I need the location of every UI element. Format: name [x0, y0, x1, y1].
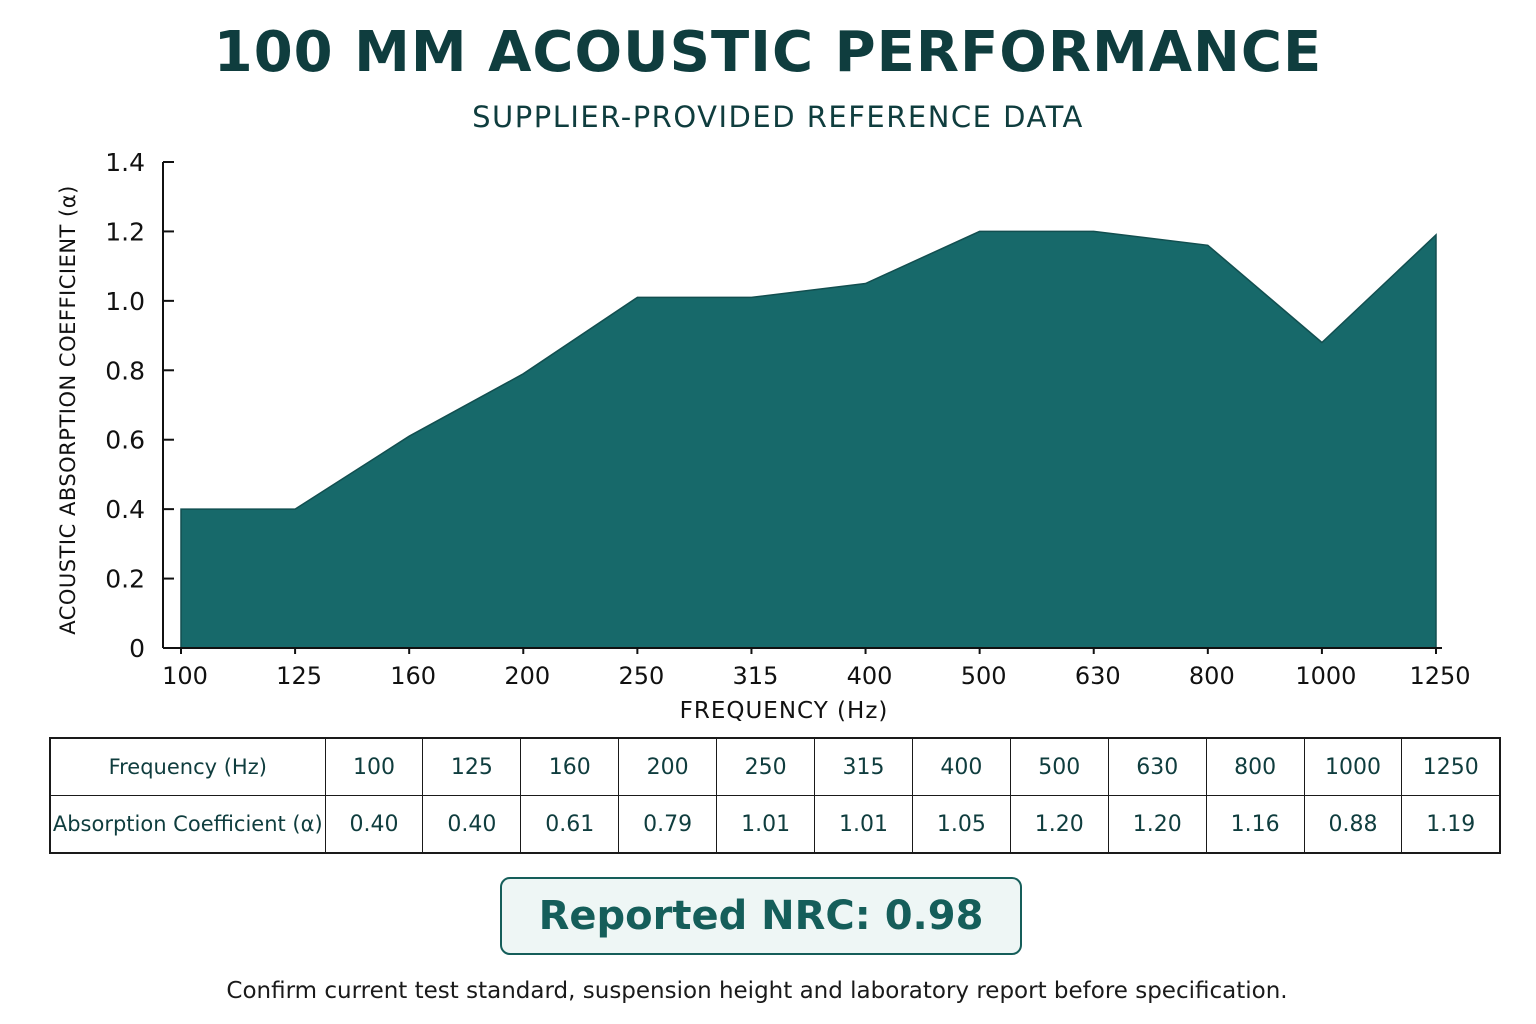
- table-cell-coefficient: 1.20: [1009, 795, 1109, 854]
- nrc-label: Reported NRC: 0.98: [538, 893, 984, 939]
- y-tick-label: 1.2: [105, 217, 145, 246]
- absorption-data-table: Frequency (Hz) 100 125 160 200 250 315 4…: [49, 737, 1501, 854]
- x-tick-label: 160: [390, 662, 436, 690]
- x-tick-label: 250: [618, 662, 664, 690]
- table-cell-frequency: 1250: [1401, 737, 1501, 796]
- table-cell-frequency: 100: [324, 737, 424, 796]
- table-cell-coefficient: 0.61: [520, 795, 620, 854]
- y-tick-label: 0: [129, 634, 145, 663]
- table-cell-frequency: 800: [1205, 737, 1305, 796]
- table-cell-coefficient: 1.01: [814, 795, 913, 854]
- nrc-badge: Reported NRC: 0.98: [500, 877, 1022, 955]
- table-cell-coefficient: 1.05: [911, 795, 1011, 854]
- x-tick-label: 200: [504, 662, 550, 690]
- x-tick-label: 125: [276, 662, 322, 690]
- chart-subtitle: SUPPLIER-PROVIDED REFERENCE DATA: [472, 100, 1084, 134]
- x-tick-label: 800: [1189, 662, 1235, 690]
- table-cell-coefficient: 1.20: [1107, 795, 1207, 854]
- y-tick-label: 1.0: [105, 287, 145, 316]
- table-cell-coefficient: 1.16: [1205, 795, 1305, 854]
- table-cell-coefficient: 0.88: [1303, 795, 1403, 854]
- table-cell-coefficient: 0.40: [422, 795, 522, 854]
- x-tick-label: 500: [961, 662, 1007, 690]
- table-cell-frequency: 630: [1107, 737, 1207, 796]
- table-cell-frequency: 315: [814, 737, 913, 796]
- x-tick-label: 315: [733, 662, 779, 690]
- table-cell-frequency: 160: [520, 737, 620, 796]
- table-cell-frequency: 250: [716, 737, 816, 796]
- table-cell-coefficient: 0.40: [324, 795, 424, 854]
- row-header-frequency: Frequency (Hz): [49, 737, 326, 796]
- table-cell-frequency: 125: [422, 737, 522, 796]
- table-cell-coefficient: 1.01: [716, 795, 816, 854]
- y-tick-label: 0.8: [105, 356, 145, 385]
- y-tick-label: 0.2: [105, 565, 145, 594]
- footnote: Confirm current test standard, suspensio…: [226, 978, 1288, 1004]
- table-cell-coefficient: 0.79: [618, 795, 718, 854]
- y-axis-label: ACOUSTIC ABSORPTION COEFFICIENT (α): [56, 185, 80, 635]
- x-tick-label: 100: [162, 662, 208, 690]
- y-tick-label: 0.4: [105, 495, 145, 524]
- x-tick-label: 1000: [1295, 662, 1356, 690]
- table-cell-frequency: 1000: [1303, 737, 1403, 796]
- table-cell-frequency: 400: [911, 737, 1011, 796]
- x-axis-label: FREQUENCY (Hz): [680, 698, 889, 724]
- row-header-coefficient: Absorption Coefficient (α): [49, 795, 326, 854]
- x-tick-label: 400: [847, 662, 893, 690]
- y-tick-label: 1.4: [105, 148, 145, 177]
- chart-title: 100 MM ACOUSTIC PERFORMANCE: [213, 20, 1323, 85]
- table-cell-frequency: 500: [1009, 737, 1109, 796]
- y-tick-label: 0.6: [105, 426, 145, 455]
- table-cell-frequency: 200: [618, 737, 718, 796]
- table-row-coefficient: Absorption Coefficient (α) 0.40 0.40 0.6…: [49, 795, 1501, 854]
- x-tick-label: 1250: [1409, 662, 1470, 690]
- table-row-frequency: Frequency (Hz) 100 125 160 200 250 315 4…: [49, 737, 1501, 796]
- table-cell-coefficient: 1.19: [1401, 795, 1501, 854]
- absorption-area: [180, 230, 1437, 649]
- x-tick-label: 630: [1075, 662, 1121, 690]
- absorption-area-chart: 0 0.2 0.4 0.6 0.8 1.0 1.2 1.4 100 125 160 200 250 315…: [56, 148, 1471, 724]
